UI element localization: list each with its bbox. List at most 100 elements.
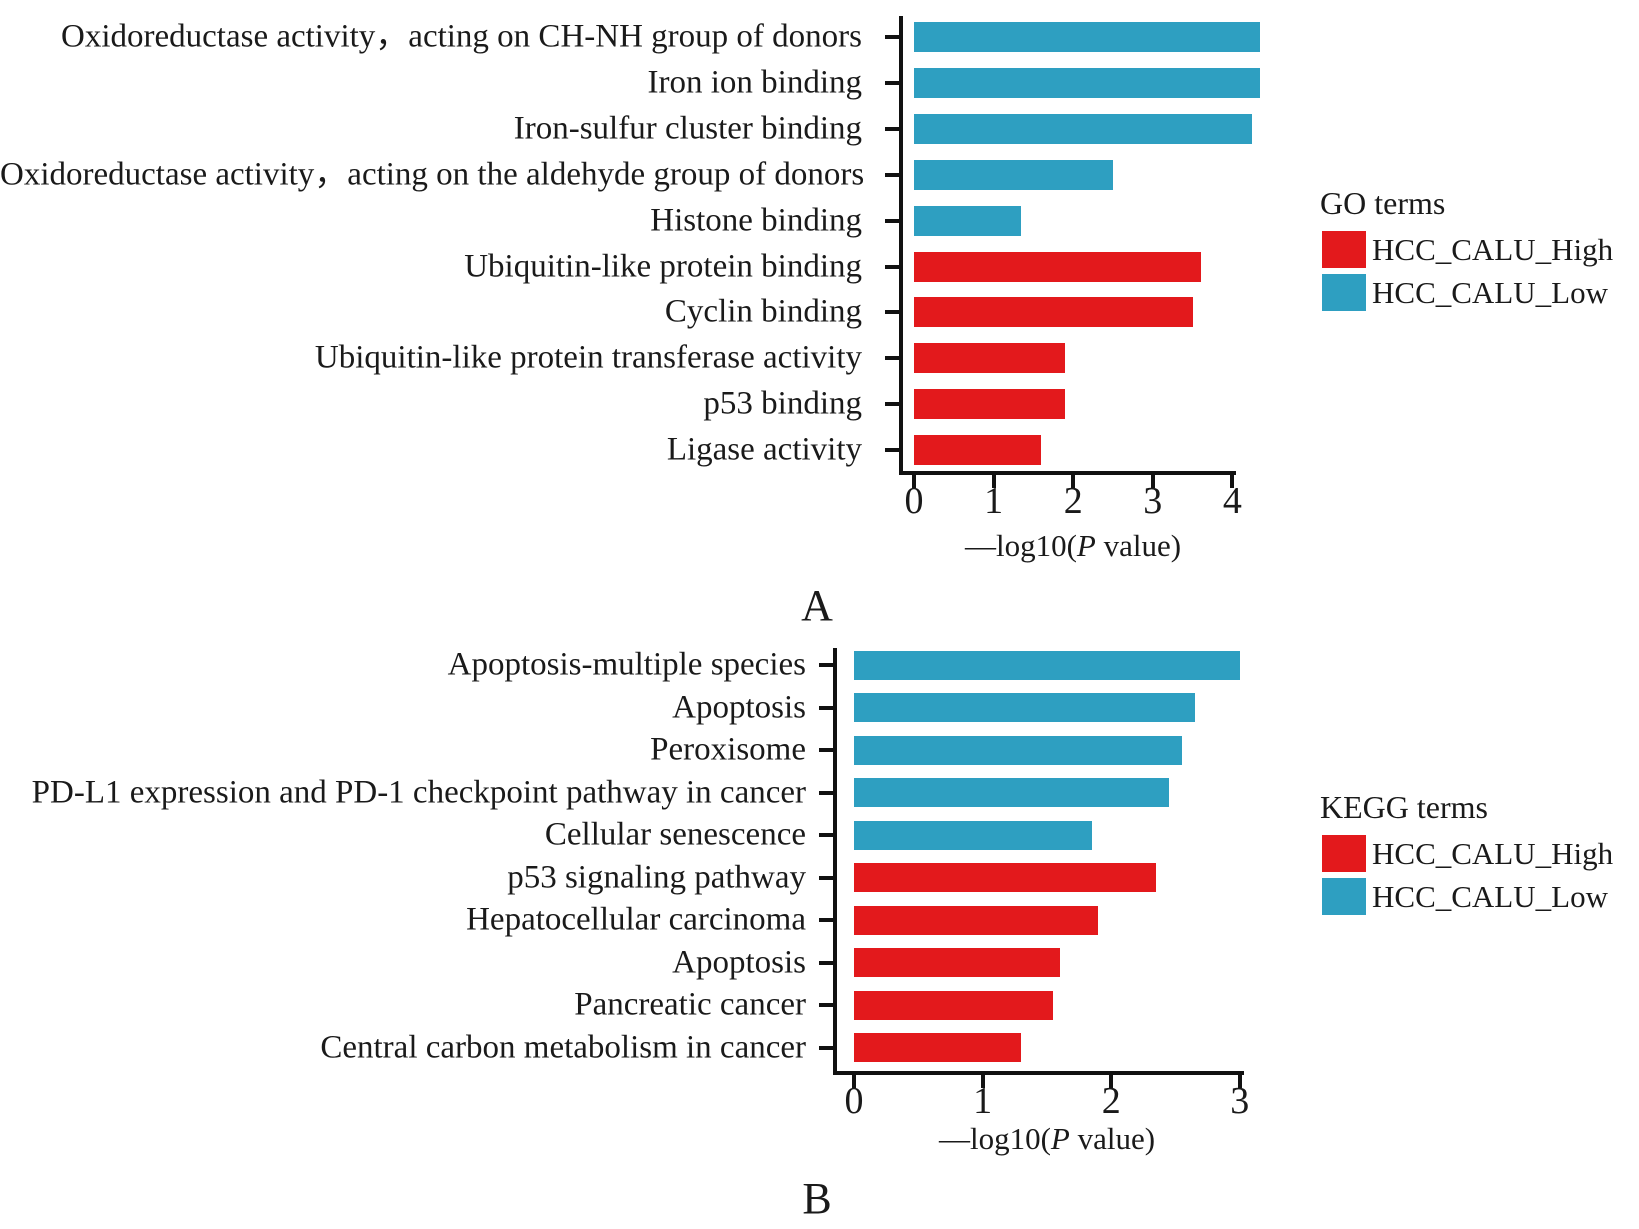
x-axis-title-a: —log10(P value) [873, 529, 1273, 563]
bar-low [854, 735, 1182, 765]
category-label: Pancreatic cancer [574, 986, 806, 1023]
category-label: Apoptosis-multiple species [447, 646, 806, 683]
x-axis-title-post: value) [1095, 528, 1182, 563]
category-label: p53 binding [703, 385, 862, 422]
category-label: Apoptosis [672, 944, 806, 981]
legend-go-title: GO terms [1320, 185, 1446, 221]
x-tick-label: 3 [1143, 480, 1163, 522]
x-tick-label: 3 [1230, 1080, 1250, 1122]
category-label: Histone binding [650, 202, 862, 239]
y-tick [885, 35, 899, 39]
x-axis-line [899, 471, 1237, 475]
panel-letter-a: A [801, 581, 833, 630]
bar-high [914, 343, 1066, 374]
y-tick [819, 748, 833, 753]
y-tick [885, 126, 899, 131]
x-tick [1150, 475, 1155, 488]
legend-kegg-title: KEGG terms [1320, 789, 1488, 825]
y-tick [885, 310, 899, 315]
category-label: PD-L1 expression and PD-1 checkpoint pat… [31, 774, 806, 811]
legend-label-low: HCC_CALU_Low [1372, 275, 1608, 310]
legend-swatch-low [1322, 878, 1366, 915]
x-tick-label: 1 [984, 480, 1004, 522]
x-axis-title-p-italic: P [1076, 528, 1096, 563]
category-label: Ligase activity [666, 431, 862, 468]
category-label: Central carbon metabolism in cancer [320, 1029, 806, 1066]
bar-low [854, 650, 1240, 680]
x-tick [980, 1075, 985, 1088]
category-label: Cellular senescence [544, 816, 806, 853]
bar-high [854, 990, 1054, 1020]
bar-high [854, 863, 1157, 893]
x-tick [1237, 1075, 1242, 1088]
x-tick-label: 1 [973, 1080, 993, 1122]
bar-high [854, 1033, 1022, 1063]
bar-high [914, 389, 1066, 420]
bar-high [914, 251, 1201, 282]
y-tick [819, 875, 833, 880]
y-tick [885, 264, 899, 269]
x-tick [912, 475, 916, 488]
y-tick [885, 402, 899, 407]
y-tick [885, 80, 899, 85]
bar-low [914, 22, 1261, 52]
panel-letter-b: B [802, 1174, 832, 1223]
bar-high [854, 948, 1060, 978]
x-tick [1230, 475, 1235, 488]
x-tick [1109, 1075, 1114, 1088]
y-tick [819, 1045, 833, 1050]
y-tick [885, 172, 899, 177]
bar-low [854, 693, 1195, 723]
bar-high [854, 905, 1099, 935]
y-tick [819, 663, 833, 667]
x-axis-line [833, 1071, 1244, 1075]
category-label: Iron-sulfur cluster binding [513, 110, 862, 147]
x-axis-title-post: value) [1069, 1121, 1156, 1156]
category-label: Oxidoreductase activity，acting on the al… [0, 156, 865, 193]
y-tick [819, 918, 833, 923]
category-label: Iron ion binding [647, 64, 862, 101]
x-axis-title-pre: —log10( [964, 528, 1077, 563]
legend-label-high: HCC_CALU_High [1372, 836, 1614, 871]
category-label: Cyclin binding [664, 293, 862, 330]
bar-high [914, 435, 1042, 466]
legend-label-low: HCC_CALU_Low [1372, 879, 1608, 914]
x-tick-label: 0 [904, 480, 924, 522]
x-tick-label: 2 [1101, 1080, 1121, 1122]
x-tick [1071, 475, 1076, 488]
y-tick [885, 448, 899, 453]
x-tick [991, 475, 996, 488]
category-label: Ubiquitin-like protein binding [464, 248, 862, 284]
y-tick [819, 1003, 833, 1008]
x-axis-title-pre: —log10( [938, 1121, 1051, 1156]
legend-label-high: HCC_CALU_High [1372, 232, 1614, 267]
x-tick-label: 4 [1222, 480, 1242, 522]
bar-low [854, 820, 1092, 850]
x-tick-label: 2 [1063, 480, 1083, 522]
category-label: Hepatocellular carcinoma [466, 901, 806, 938]
x-axis-title-p-italic: P [1050, 1121, 1070, 1156]
x-tick [852, 1075, 856, 1088]
x-axis-title-b: —log10(P value) [847, 1122, 1247, 1156]
category-label: Apoptosis [672, 689, 806, 726]
x-tick-label: 0 [844, 1080, 864, 1122]
category-label: Ubiquitin-like protein transferase activ… [314, 339, 862, 376]
y-tick [819, 790, 833, 795]
legend-swatch-high [1322, 231, 1366, 268]
y-tick [885, 218, 899, 223]
category-label: Peroxisome [650, 731, 806, 768]
legend-swatch-low [1322, 274, 1366, 311]
bar-high [914, 297, 1193, 328]
bar-low [854, 778, 1170, 808]
y-tick [819, 705, 833, 710]
y-tick [819, 960, 833, 965]
y-tick [819, 833, 833, 838]
category-label: p53 signaling pathway [507, 859, 806, 896]
y-tick [885, 356, 899, 361]
y-axis-line [833, 648, 837, 1075]
legend-swatch-high [1322, 835, 1366, 872]
bar-low [914, 159, 1113, 190]
